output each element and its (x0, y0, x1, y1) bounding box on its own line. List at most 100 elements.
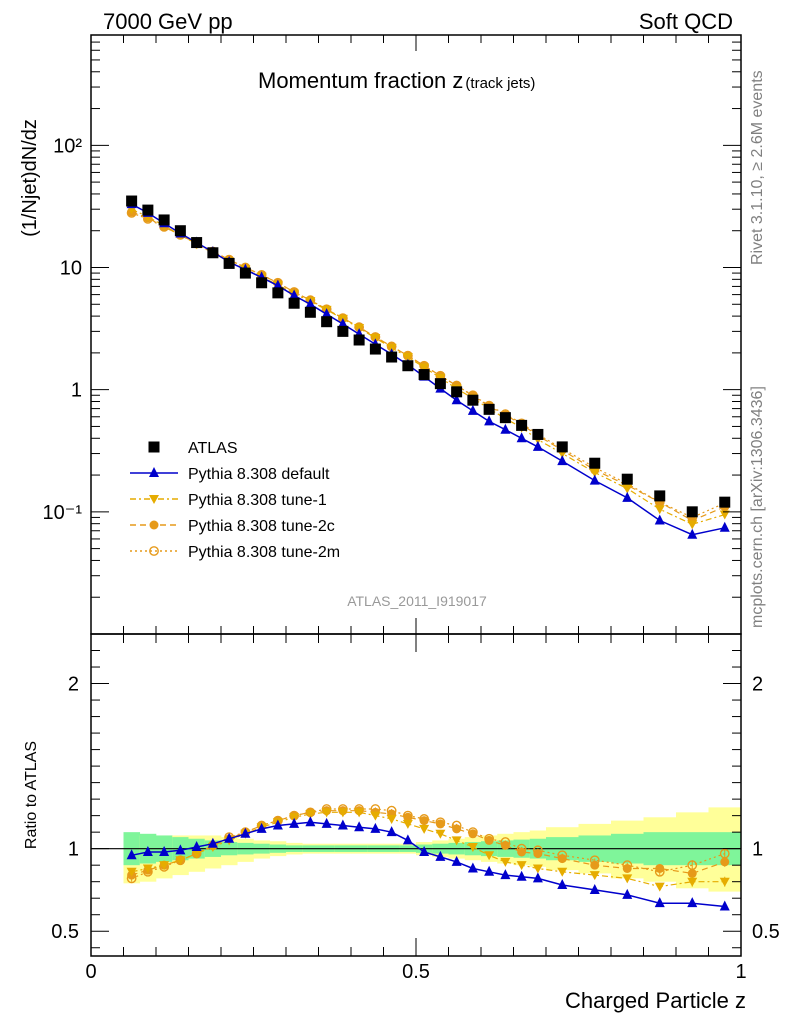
point-atlas (337, 325, 349, 337)
ratio-point-default (305, 816, 316, 827)
point-atlas (589, 457, 601, 469)
ratio-point-default (500, 869, 511, 880)
y-axis-label-main: (1/Njet)dN/dz (19, 119, 41, 237)
y-tick-label-main: 10⁻¹ (43, 502, 83, 524)
point-atlas (223, 257, 235, 269)
y-tick-label-ratio-right: 0.5 (752, 921, 780, 943)
main-panel: 10⁻¹ 1 10 10² Momentum fraction z (track jet… (19, 34, 742, 635)
ratio-point-tune1 (142, 864, 153, 874)
point-atlas (686, 506, 698, 518)
ratio-point-default (142, 845, 153, 856)
ratio-point-default (654, 897, 665, 908)
point-default (687, 528, 698, 539)
point-default (516, 432, 527, 443)
ratio-point-default (224, 832, 235, 843)
point-tune1 (622, 484, 633, 494)
ratio-point-tune2c (687, 868, 697, 878)
point-atlas (467, 394, 479, 406)
ratio-point-tune1 (484, 851, 495, 861)
ratio-point-tune2c (655, 863, 665, 873)
point-atlas (483, 403, 495, 415)
ratio-point-tune1 (191, 849, 202, 859)
ratio-point-tune1 (126, 867, 137, 877)
main-title: Momentum fraction z (track jets) (258, 68, 535, 93)
point-default (289, 289, 300, 300)
ratio-point-default (386, 826, 397, 837)
point-atlas (126, 195, 138, 207)
ratio-point-tune1 (654, 882, 665, 892)
ratio-point-default (516, 870, 527, 881)
y-tick-label-ratio: 1 (68, 839, 79, 861)
ratio-point-tune2c (500, 840, 510, 850)
point-atlas (353, 334, 365, 346)
x-tick-label: 0.5 (402, 961, 430, 983)
y-tick-label-main: 1 (71, 380, 82, 402)
point-atlas (532, 428, 544, 440)
y-tick-label-ratio: 0.5 (51, 921, 79, 943)
point-tune1 (589, 468, 600, 478)
point-atlas (499, 412, 511, 424)
point-default (532, 440, 543, 451)
ratio-point-tune1 (467, 843, 478, 853)
ratio-point-tune2c (403, 812, 413, 822)
y-tick-label-ratio-right: 1 (752, 839, 763, 861)
point-atlas (719, 496, 731, 508)
ratio-point-default (272, 819, 283, 830)
ratio-panel: 0.5 0.5 1 1 2 2 0 0.5 1 Ratio to ATLAS Charged P… (23, 633, 780, 1013)
legend-label-default: Pythia 8.308 default (188, 466, 330, 483)
ratio-point-tune1 (289, 813, 300, 823)
ratio-point-tune1 (719, 877, 730, 887)
point-default (272, 279, 283, 290)
ratio-line-default (131, 821, 725, 908)
point-atlas (321, 316, 333, 328)
point-atlas (239, 267, 251, 279)
process-label: Soft QCD (639, 9, 733, 34)
point-default (557, 455, 568, 466)
ratio-point-default (337, 819, 348, 830)
y-tick-label-main: 10 (60, 257, 82, 279)
point-default (467, 404, 478, 415)
point-atlas (451, 386, 463, 398)
ratio-point-tune1 (370, 811, 381, 821)
ratio-point-tune2c (533, 849, 543, 859)
point-atlas (191, 237, 203, 249)
ratio-point-tune1 (557, 867, 568, 877)
ratio-point-tune2c (517, 847, 527, 857)
ratio-point-default (435, 850, 446, 861)
analysis-label: ATLAS_2011_I919017 (347, 593, 487, 609)
ratio-point-tune1 (687, 877, 698, 887)
point-atlas (174, 225, 186, 237)
x-tick-label: 0 (85, 961, 96, 983)
ratio-point-default (484, 865, 495, 876)
y-tick-label-main: 10² (53, 135, 82, 157)
energy-label: 7000 GeV pp (103, 9, 233, 34)
point-atlas (516, 419, 528, 431)
ratio-point-default (719, 900, 730, 911)
legend-marker-tune1 (149, 495, 159, 504)
point-atlas (288, 297, 300, 309)
point-tune1 (654, 505, 665, 515)
legend-label-atlas: ATLAS (188, 440, 238, 457)
point-default (451, 394, 462, 405)
ratio-point-tune1 (386, 814, 397, 824)
x-axis-label: Charged Particle z (565, 988, 746, 1013)
point-atlas (304, 306, 316, 318)
ratio-plot-frame (90, 633, 742, 957)
ratio-series-default (126, 816, 730, 911)
ratio-point-tune1 (500, 857, 511, 867)
point-default (500, 423, 511, 434)
ratio-point-tune2c (484, 835, 494, 845)
point-atlas (556, 441, 568, 453)
ratio-point-default (532, 872, 543, 883)
point-atlas (621, 473, 633, 485)
ratio-point-tune2c (435, 819, 445, 829)
ratio-point-default (354, 821, 365, 832)
ratio-point-default (467, 862, 478, 873)
ratio-point-tune1 (532, 864, 543, 874)
ratio-point-default (159, 845, 170, 856)
series-atlas (126, 195, 731, 518)
ratio-point-default (191, 841, 202, 852)
point-default (654, 514, 665, 525)
point-atlas (434, 378, 446, 390)
